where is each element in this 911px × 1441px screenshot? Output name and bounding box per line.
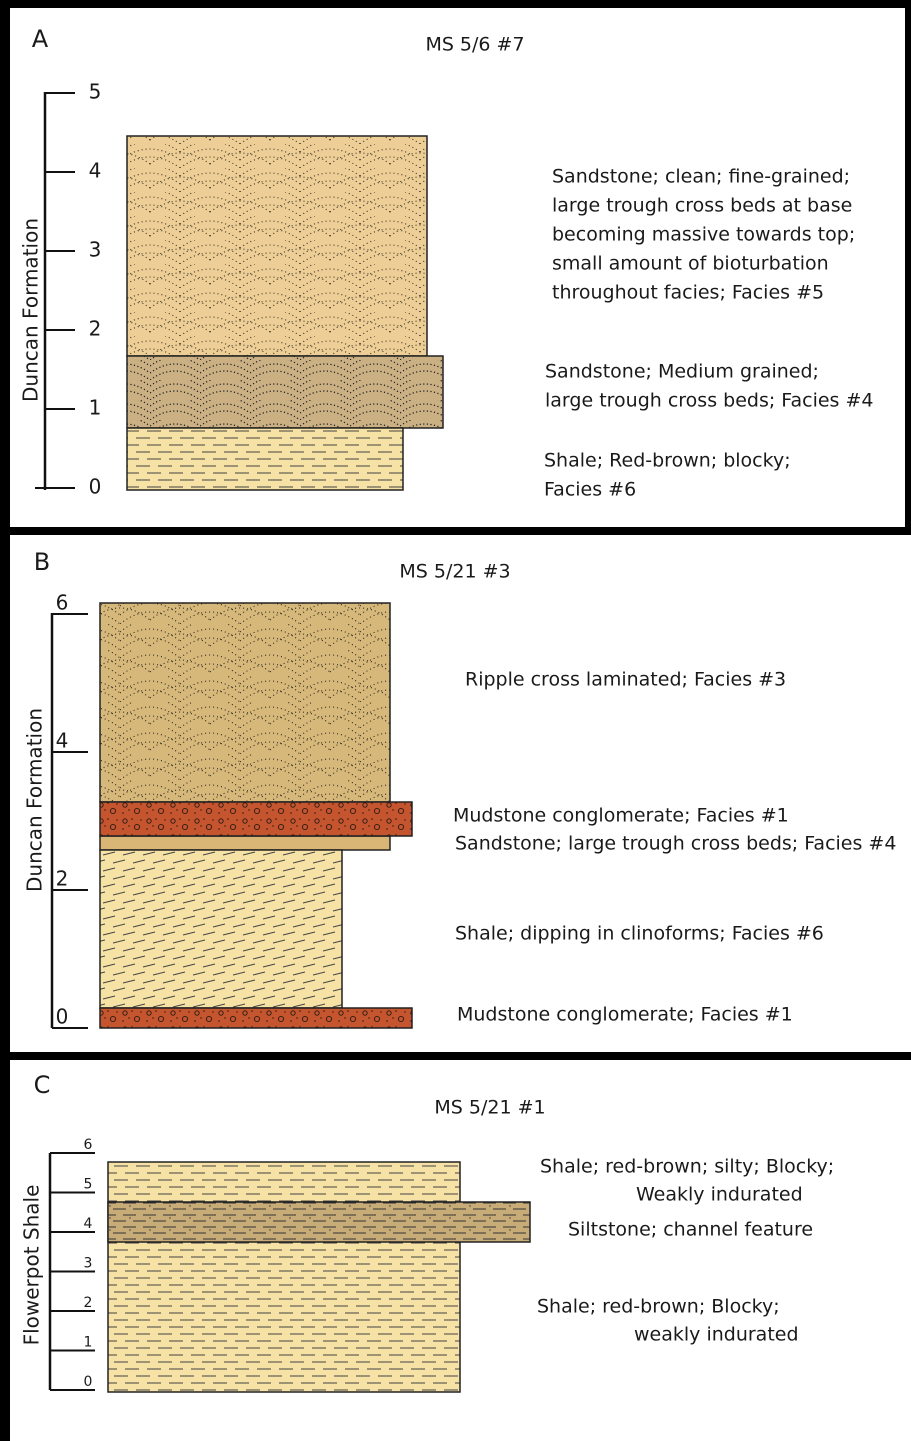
scale-label: 6: [56, 591, 69, 615]
bed-description: throughout facies; Facies #5: [552, 282, 824, 304]
scale-label: 1: [84, 1335, 93, 1351]
bed-description: Ripple cross laminated; Facies #3: [465, 669, 786, 691]
scale-label: 5: [89, 80, 102, 104]
axis-title: Duncan Formation: [23, 708, 47, 892]
bed-shale: [108, 1162, 460, 1392]
scale-label: 4: [89, 159, 102, 183]
separator: [0, 1052, 911, 1060]
bed-description: large trough cross beds at base: [552, 195, 852, 217]
bed-description: Mudstone conglomerate; Facies #1: [457, 1004, 793, 1026]
scale-label: 3: [84, 1256, 93, 1272]
frame: [0, 0, 10, 1441]
section-title: MS 5/6 #7: [425, 34, 524, 56]
scale-label: 2: [84, 1295, 93, 1311]
axis-title: Flowerpot Shale: [20, 1185, 44, 1346]
bed-description: Facies #6: [544, 479, 636, 501]
panel-label: C: [34, 1071, 51, 1099]
scale-label: 2: [56, 867, 69, 891]
scale-label: 5: [84, 1177, 93, 1193]
bed-description: Sandstone; clean; fine-grained;: [552, 166, 850, 188]
bed-description: Sandstone; Medium grained;: [545, 361, 819, 383]
axis-title: Duncan Formation: [19, 218, 43, 402]
bed-conglomerate: [100, 802, 412, 836]
scale-label: 0: [56, 1005, 69, 1029]
bed-description: weakly indurated: [634, 1324, 799, 1346]
frame: [905, 0, 911, 530]
separator: [0, 527, 911, 535]
bed-description: Shale; red-brown; silty; Blocky;: [540, 1156, 834, 1178]
bed-description: Shale; Red-brown; blocky;: [544, 450, 791, 472]
bed-description: Siltstone; channel feature: [568, 1219, 813, 1241]
bed-description: Shale; red-brown; Blocky;: [537, 1296, 780, 1318]
bed-shale: [127, 428, 403, 490]
scale-label: 4: [84, 1216, 93, 1232]
bed-description: Weakly indurated: [636, 1184, 803, 1206]
bed-description: becoming massive towards top;: [552, 224, 855, 246]
panel-label: A: [32, 25, 49, 53]
scale-label: 2: [89, 317, 102, 341]
bed-sandstone: [127, 136, 427, 356]
section-title: MS 5/21 #3: [399, 561, 510, 583]
bed-description: Shale; dipping in clinoforms; Facies #6: [455, 923, 824, 945]
bed-shale: [100, 850, 342, 1008]
scale-label: 4: [56, 729, 69, 753]
bed-ripple: [100, 603, 390, 802]
bed-description: large trough cross beds; Facies #4: [545, 390, 873, 412]
stratigraphic-columns: A MS 5/6 #7 Duncan Formation 0 1 2 3 4 5 Sandston…: [0, 0, 911, 1441]
bed-description: small amount of bioturbation: [552, 253, 829, 275]
panel-label: B: [34, 548, 50, 576]
scale-label: 0: [84, 1374, 93, 1390]
bed-description: Mudstone conglomerate; Facies #1: [453, 805, 789, 827]
section-title: MS 5/21 #1: [434, 1097, 545, 1119]
scale-label: 1: [89, 396, 102, 420]
scale-label: 0: [89, 475, 102, 499]
bed-description: Sandstone; large trough cross beds; Faci…: [455, 833, 896, 855]
scale-label: 3: [89, 238, 102, 262]
bed-sandstone: [127, 356, 443, 428]
bed-sandstone: [100, 836, 390, 850]
scale-label: 6: [84, 1137, 93, 1153]
bed-conglomerate: [100, 1008, 412, 1028]
frame: [0, 0, 911, 8]
bed-siltstone: [108, 1202, 530, 1242]
